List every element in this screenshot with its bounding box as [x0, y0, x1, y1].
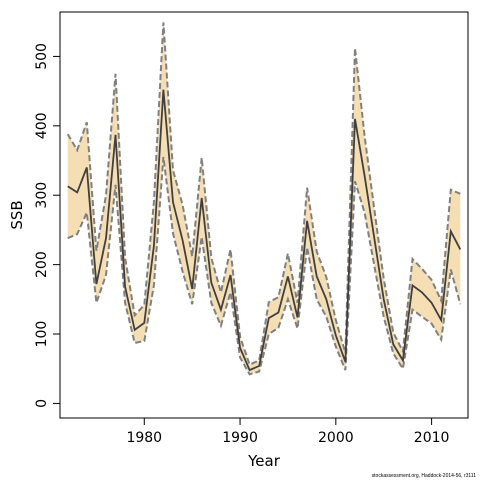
- x-axis-title: Year: [247, 452, 281, 470]
- x-tick-label: 2000: [318, 430, 354, 446]
- y-axis-title: SSB: [8, 200, 26, 229]
- x-tick-label: 1990: [222, 430, 258, 446]
- y-tick-label: 400: [34, 112, 50, 139]
- y-tick-label: 300: [34, 182, 50, 209]
- upper-bound-line: [66, 22, 461, 366]
- y-tick-label: 500: [34, 43, 50, 70]
- y-axis: 0 100 200 300 400 500: [34, 43, 61, 408]
- x-tick-label: 2010: [414, 430, 450, 446]
- lower-bound-line: [67, 156, 462, 376]
- x-axis: 1980 1990 2000 2010: [126, 417, 450, 446]
- y-tick-label: 0: [34, 399, 50, 408]
- ssb-estimate-line: [67, 89, 462, 372]
- footnote: stockassessment.org, Haddock-2014-56, r3…: [372, 473, 477, 479]
- y-tick-label: 200: [34, 251, 50, 278]
- y-tick-label: 100: [34, 321, 50, 348]
- x-tick-label: 1980: [126, 430, 162, 446]
- confidence-band: [67, 22, 461, 375]
